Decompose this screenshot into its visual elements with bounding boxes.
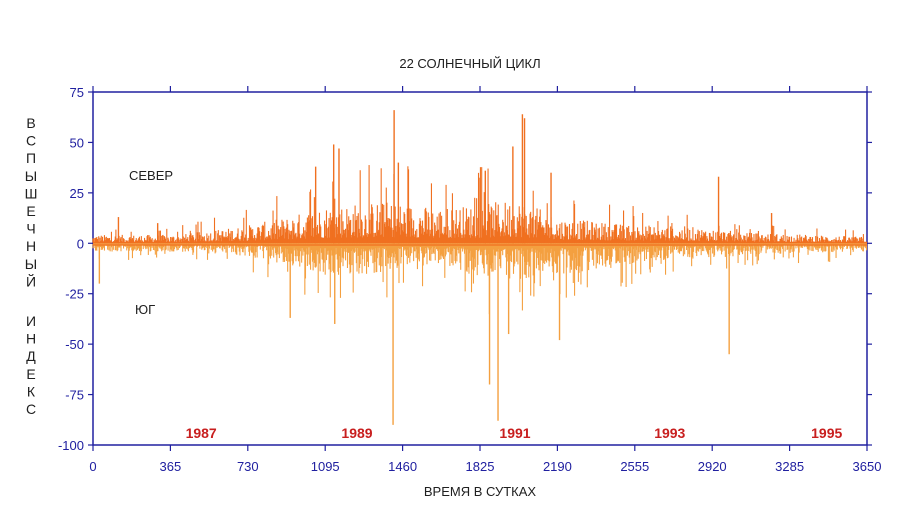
plot-frame: [92, 91, 868, 446]
y-tick-label: -25: [65, 287, 84, 302]
y-tick-label: -100: [58, 438, 84, 453]
y-label-char: И: [26, 313, 36, 329]
x-tick-label: 2920: [698, 459, 727, 474]
y-label-char: Н: [26, 331, 36, 347]
y-tick-label: -75: [65, 388, 84, 403]
y-label-char: Д: [26, 348, 36, 364]
x-tick-label: 2190: [543, 459, 572, 474]
x-axis: 0 365 730 1095 1460 1825 2190 2555 2920 3285 3650: [89, 86, 881, 474]
y-label-char: Ш: [25, 185, 38, 201]
y-label-char: Ч: [26, 221, 35, 237]
x-tick-label: 1095: [311, 459, 340, 474]
year-label: 1987: [186, 425, 217, 441]
x-tick-label: 730: [237, 459, 259, 474]
y-tick-label: 25: [70, 186, 84, 201]
y-tick-label: -50: [65, 337, 84, 352]
series-label-south: ЮГ: [135, 302, 155, 317]
y-label-char: В: [26, 115, 35, 131]
x-axis-label: ВРЕМЯ В СУТКАХ: [424, 484, 537, 499]
y-label-char: К: [27, 383, 36, 399]
y-label-char: Н: [26, 238, 36, 254]
x-tick-label: 3285: [775, 459, 804, 474]
year-label: 1991: [499, 425, 530, 441]
south-series: [92, 243, 868, 425]
year-label: 1993: [654, 425, 685, 441]
x-tick-label: 0: [89, 459, 96, 474]
y-tick-label: 50: [70, 135, 84, 150]
y-label-char: Й: [26, 272, 36, 289]
x-tick-label: 1460: [388, 459, 417, 474]
y-label-char: С: [26, 401, 36, 417]
y-label-char: Е: [26, 366, 35, 382]
y-tick-label: 75: [70, 85, 84, 100]
year-label: 1995: [811, 425, 842, 441]
chart-title: 22 СОЛНЕЧНЫЙ ЦИКЛ: [399, 56, 540, 71]
y-label-char: П: [26, 150, 36, 166]
y-label-char: Е: [26, 203, 35, 219]
x-tick-label: 2555: [620, 459, 649, 474]
x-tick-label: 1825: [466, 459, 495, 474]
year-labels: 1987 1989 1991 1993 1995: [186, 425, 843, 441]
north-series: [92, 110, 868, 244]
series-label-north: СЕВЕР: [129, 168, 173, 183]
x-tick-label: 365: [160, 459, 182, 474]
y-tick-label: 0: [77, 236, 84, 251]
y-label-char: Ы: [25, 168, 37, 184]
y-axis: 75 50 25 0 -25 -50 -75 -100: [58, 85, 872, 453]
y-label-char: Ы: [25, 256, 37, 272]
year-label: 1989: [341, 425, 372, 441]
x-tick-label: 3650: [853, 459, 882, 474]
y-label-char: С: [26, 133, 36, 149]
